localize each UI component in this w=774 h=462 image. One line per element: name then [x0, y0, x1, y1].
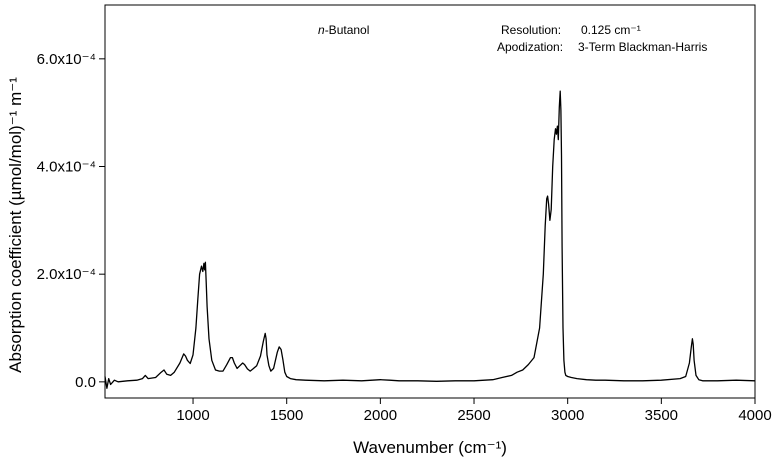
- plot-frame: [104, 4, 756, 399]
- x-tick-label: 4000: [738, 407, 771, 424]
- x-tick-label: 3500: [645, 407, 678, 424]
- x-tick-label: 2500: [457, 407, 490, 424]
- y-tick-label: 0.0: [75, 374, 96, 391]
- compound-name: -Butanol: [325, 23, 370, 37]
- y-tick-label: 2.0x10⁻⁴: [37, 266, 96, 283]
- x-axis-title: Wavenumber (cm⁻¹): [353, 438, 507, 457]
- resolution-label: Resolution:: [501, 23, 561, 37]
- x-axis: 1000 1500 2000 2500 3000 3500 4000: [176, 398, 772, 424]
- y-axis-title: Absorption coefficient (µmol/mol)⁻¹ m⁻¹: [6, 77, 25, 373]
- x-tick-label: 1000: [176, 407, 209, 424]
- compound-label: n-Butanol: [318, 23, 369, 37]
- resolution-value: 0.125 cm⁻¹: [581, 23, 641, 37]
- x-tick-label: 2000: [364, 407, 397, 424]
- x-tick-label: 3000: [551, 407, 584, 424]
- compound-prefix: n: [318, 23, 325, 37]
- y-tick-label: 6.0x10⁻⁴: [37, 51, 96, 68]
- plot-area: [104, 4, 756, 399]
- y-axis: 0.0 2.0x10⁻⁴ 4.0x10⁻⁴ 6.0x10⁻⁴: [37, 51, 105, 391]
- y-tick-label: 4.0x10⁻⁴: [37, 159, 96, 176]
- absorption-spectrum-line: [104, 90, 756, 389]
- x-tick-label: 1500: [270, 407, 303, 424]
- apodization-value: 3-Term Blackman-Harris: [578, 40, 707, 54]
- apodization-label: Apodization:: [497, 40, 563, 54]
